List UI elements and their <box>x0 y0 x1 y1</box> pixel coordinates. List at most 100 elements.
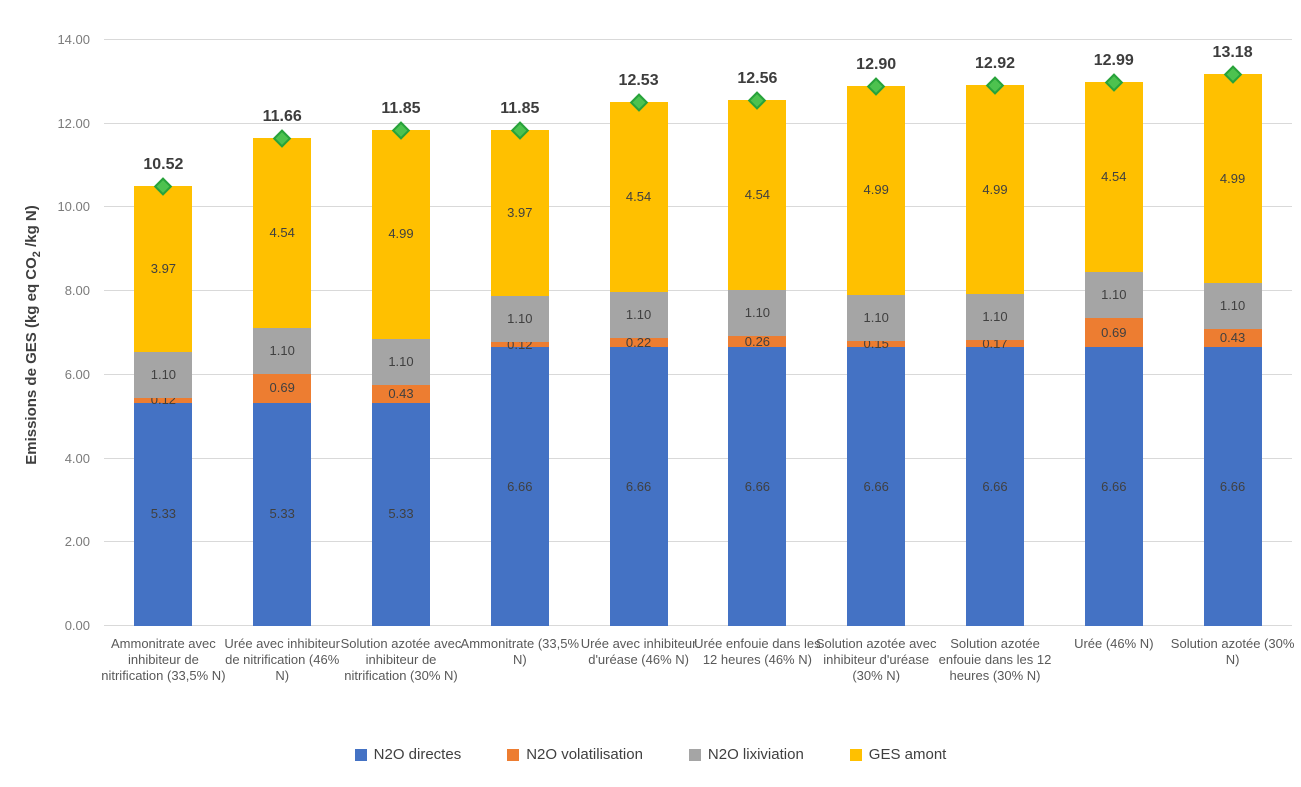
legend-label: N2O lixiviation <box>707 746 804 763</box>
legend-label: N2O directes <box>373 746 462 763</box>
bar-segment <box>728 347 787 626</box>
total-label: 11.66 <box>262 107 302 125</box>
bar-column: 6.66 0.22 1.10 4.54 12.53 <box>579 40 698 626</box>
x-tick-label: Urée avec inhibiteur d'uréase (46% N) <box>580 636 697 667</box>
segment-value-label: 5.33 <box>269 506 295 522</box>
segment-value-label: 4.54 <box>744 187 771 203</box>
bar-segment <box>847 294 906 341</box>
bar-segment <box>1084 82 1143 273</box>
gridline <box>104 290 1292 292</box>
segment-value-label: 3.97 <box>150 260 177 276</box>
segment-value-label: 1.10 <box>269 343 295 358</box>
y-tick-label: 14.00 <box>57 32 90 47</box>
bar-segment <box>847 86 906 295</box>
segment-value-label: 1.10 <box>388 353 414 369</box>
segment-value-label: 6.66 <box>1219 478 1246 494</box>
bar-segment <box>609 338 668 348</box>
legend: N2O directes N2O volatilisation N2O lixivi… <box>0 746 1301 763</box>
y-tick-label: 0.00 <box>64 618 90 633</box>
bar-segment <box>371 402 430 626</box>
gridline <box>104 457 1292 459</box>
bar-segment <box>1203 74 1262 284</box>
legend-swatch <box>354 748 367 761</box>
bar-segment <box>1084 318 1143 348</box>
segment-value-label: 6.66 <box>507 478 533 494</box>
segment-value-label: 0.43 <box>388 385 414 401</box>
y-tick-label: 2.00 <box>64 534 90 550</box>
legend-item: N2O directes <box>354 746 462 763</box>
bar-segment <box>847 340 906 348</box>
segment-value-label: 4.99 <box>388 226 414 242</box>
legend-item: N2O volatilisation <box>507 746 643 763</box>
bar-segment <box>490 347 549 626</box>
bar-column: 6.66 0.17 1.10 4.99 12.92 <box>936 40 1055 626</box>
gridline <box>104 39 1292 40</box>
segment-value-label: 0.43 <box>1219 330 1246 346</box>
bar-segment <box>134 402 193 626</box>
segment-value-label: 4.99 <box>982 181 1008 197</box>
bar-segment <box>609 347 668 626</box>
gridline <box>104 373 1292 375</box>
bar-segment <box>965 294 1024 341</box>
segment-value-label: 4.54 <box>269 224 295 240</box>
total-label: 11.85 <box>500 100 540 117</box>
segment-value-label: 4.54 <box>625 188 652 204</box>
bar-segment <box>490 342 549 348</box>
segment-value-label: 6.66 <box>863 478 889 494</box>
segment-value-label: 1.10 <box>507 311 533 327</box>
bar-segment <box>728 100 787 291</box>
total-label: 11.85 <box>381 100 421 117</box>
segment-value-label: 4.99 <box>863 182 889 198</box>
legend-swatch <box>849 748 862 761</box>
x-axis-labels: Ammonitrate avec inhibiteur de nitrifica… <box>101 626 1294 736</box>
x-tick-label: Urée enfouie dans les 12 heures (46% N) <box>694 636 821 667</box>
bar-segment <box>965 85 1024 295</box>
total-label: 10.52 <box>143 155 184 173</box>
bar-segment <box>965 340 1024 348</box>
bar-column: 6.66 0.12 1.10 3.97 11.85 <box>460 40 579 626</box>
bar-segment <box>253 328 312 375</box>
legend-label: GES amont <box>868 746 947 763</box>
segment-value-label: 1.10 <box>1219 298 1246 314</box>
segment-value-label: 3.97 <box>507 205 533 221</box>
bar-segment <box>490 130 549 297</box>
total-label: 12.53 <box>618 71 659 89</box>
bar-segment <box>253 374 312 403</box>
segment-value-label: 5.33 <box>150 506 177 522</box>
segment-value-label: 1.10 <box>150 366 177 382</box>
bar-segment <box>1203 329 1262 348</box>
segment-value-label: 1.10 <box>982 309 1008 325</box>
gridline <box>104 625 1292 626</box>
bar-segment <box>134 397 193 403</box>
bar-segment <box>134 185 193 352</box>
bar-segment <box>1084 272 1143 319</box>
segment-value-label: 1.10 <box>863 309 889 325</box>
segment-value-label: 1.10 <box>744 305 771 321</box>
bar-segment <box>1203 283 1262 330</box>
segment-value-label: 0.69 <box>1101 324 1127 340</box>
bar-segment <box>965 347 1024 626</box>
x-tick-label: Solution azotée (30% N) <box>1170 636 1295 667</box>
bar-segment <box>728 290 787 337</box>
segment-value-label: 6.66 <box>982 478 1008 494</box>
y-tick-label: 4.00 <box>64 450 90 466</box>
bar-segment <box>609 101 668 292</box>
segment-value-label: 4.54 <box>1101 169 1127 185</box>
bar-column: 5.33 0.12 1.10 3.97 10.52 <box>104 40 223 626</box>
x-tick-label: Solution azotée enfouie dans les 12 heur… <box>938 636 1052 683</box>
plot-area: 5.33 0.12 1.10 3.97 10.52 5.33 0.69 1.10 4.54 11.… <box>104 39 1292 626</box>
total-label: 12.99 <box>1093 52 1134 70</box>
segment-value-label: 6.66 <box>1101 478 1127 494</box>
segment-value-label: 5.33 <box>388 506 414 522</box>
x-tick-label: Ammonitrate (33,5% N) <box>460 636 580 667</box>
bar-segment <box>371 338 430 385</box>
legend-swatch <box>507 748 520 761</box>
bar-column: 5.33 0.69 1.10 4.54 11.66 <box>223 40 342 626</box>
gridline <box>104 541 1292 543</box>
x-tick-label: Solution azotée avec inhibiteur de nitri… <box>340 636 462 683</box>
legend-item: N2O lixiviation <box>688 746 804 763</box>
bar-segment <box>371 130 430 339</box>
x-tick-label: Solution azotée avec inhibiteur d'uréase… <box>815 636 937 683</box>
total-label: 12.90 <box>856 56 897 74</box>
